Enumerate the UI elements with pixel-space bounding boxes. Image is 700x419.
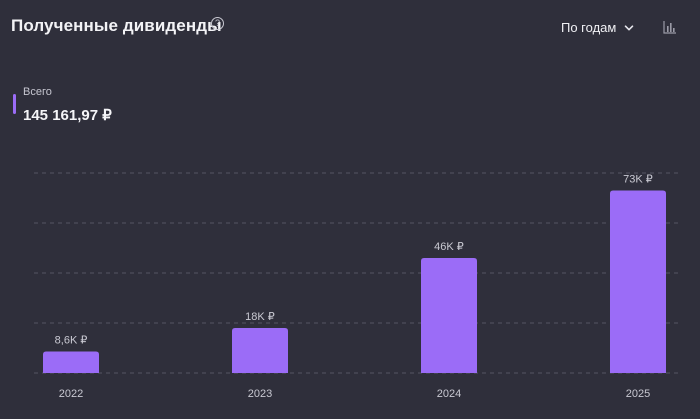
data-label-2022: 8,6K ₽ (55, 335, 88, 347)
bar-2024[interactable] (421, 258, 477, 373)
bar-2025[interactable] (610, 190, 666, 374)
bar-2023[interactable] (232, 328, 288, 373)
chevron-down-icon (625, 24, 634, 30)
help-icon[interactable]: ? (211, 17, 224, 30)
x-tick-label-2025: 2025 (626, 388, 650, 400)
data-label-2025: 73K ₽ (623, 174, 653, 186)
total-label: Всего (23, 86, 52, 98)
period-select-label: По годам (561, 20, 617, 35)
total-legend-marker (13, 94, 16, 114)
data-label-2024: 46K ₽ (434, 241, 464, 253)
x-tick-label-2024: 2024 (437, 388, 461, 400)
data-label-2023: 18K ₽ (245, 311, 275, 323)
period-select[interactable]: По годам (561, 20, 634, 35)
widget-title: Полученные дивиденды (11, 16, 222, 35)
x-tick-label-2022: 2022 (59, 388, 83, 400)
total-value: 145 161,97 ₽ (23, 107, 112, 124)
bar-2022[interactable] (43, 351, 99, 374)
x-tick-label-2023: 2023 (248, 388, 272, 400)
bar-chart-icon[interactable] (663, 20, 677, 34)
widget-header: Полученные дивиденды ? По годам (11, 14, 682, 44)
